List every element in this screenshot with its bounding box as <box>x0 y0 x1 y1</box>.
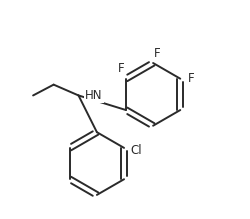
Text: HN: HN <box>85 89 102 102</box>
Text: Cl: Cl <box>131 143 142 157</box>
Text: F: F <box>154 47 161 60</box>
Text: F: F <box>118 62 125 76</box>
Text: F: F <box>188 72 194 85</box>
